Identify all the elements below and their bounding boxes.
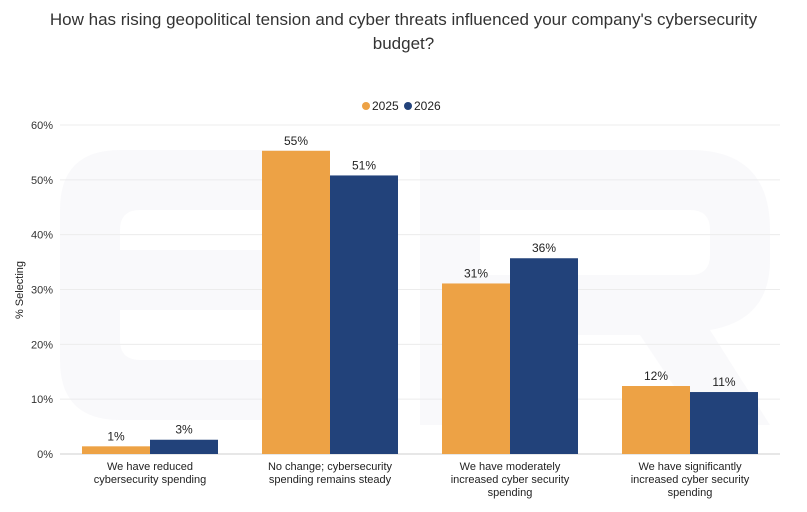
category-label: cybersecurity spending [94,474,207,486]
category-label: We have reduced [107,461,193,473]
bar-2026-3 [510,258,578,454]
bar-2025-4 [622,386,690,454]
y-tick-label: 10% [31,394,53,406]
category-label: We have moderately [460,461,561,473]
bar-2025-2 [262,150,330,454]
y-tick-label: 60% [31,120,53,132]
y-tick-label: 50% [31,175,53,187]
category-label: spending remains steady [269,474,392,486]
data-label-2025-4: 12% [644,369,668,383]
category-label: increased cyber security [451,474,570,486]
bar-2026-1 [150,439,218,454]
legend-marker-2025 [362,102,370,110]
y-tick-label: 20% [31,339,53,351]
data-labels: 1% 3% 55% 51% 31% 36% 12% 11% [107,134,736,444]
gridlines [60,124,780,455]
data-label-2026-1: 3% [175,423,193,437]
y-tick-label: 30% [31,285,53,297]
y-axis-title: % Selecting [14,261,26,319]
bars [82,150,758,455]
data-label-2025-2: 55% [284,134,308,148]
category-label: We have significantly [638,461,742,473]
bar-2025-3 [442,283,510,454]
legend: 2025 2026 [362,99,441,113]
legend-marker-2026 [404,102,412,110]
chart-title-line-2: budget? [373,34,434,53]
data-label-2026-2: 51% [352,158,376,172]
data-label-2025-1: 1% [107,429,125,443]
data-label-2025-3: 31% [464,266,488,280]
y-axis-ticks: 0% 10% 20% 30% 40% 50% 60% [31,120,53,461]
bar-2026-2 [330,175,398,455]
category-label: spending [488,487,533,499]
category-label: No change; cybersecurity [268,461,393,473]
bar-2026-4 [690,392,758,454]
data-label-2026-4: 11% [712,375,735,389]
bar-2025-1 [82,446,150,454]
y-tick-label: 0% [37,449,53,461]
legend-label-2026: 2026 [414,99,441,113]
legend-label-2025: 2025 [372,99,399,113]
y-tick-label: 40% [31,230,53,242]
category-label: increased cyber security [631,474,750,486]
data-label-2026-3: 36% [532,241,556,255]
watermark-logo [60,150,770,425]
category-label: spending [668,487,713,499]
chart-title-line-1: How has rising geopolitical tension and … [50,10,758,29]
